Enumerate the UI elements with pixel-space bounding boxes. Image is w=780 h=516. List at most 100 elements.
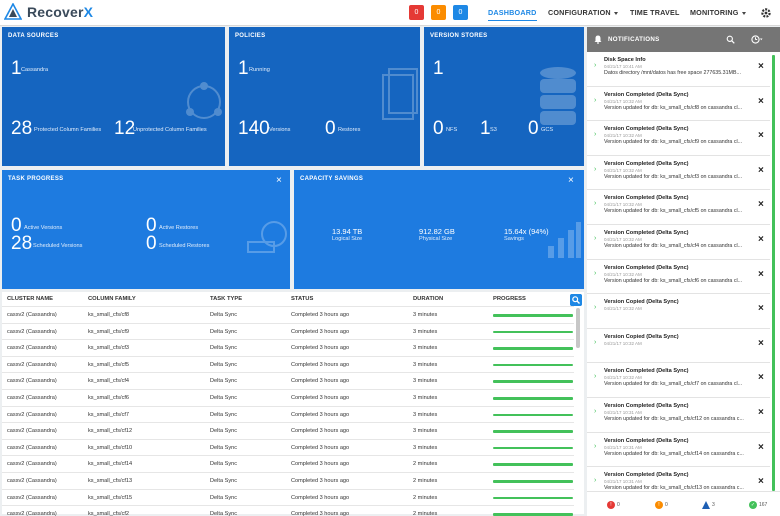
table-scrollbar[interactable] <box>576 308 580 348</box>
card-data-sources[interactable]: DATA SOURCES 1 Cassandra 28 Protected Co… <box>2 27 225 166</box>
notification-item[interactable]: › Disk Space Info 04/21/17 10:41 AM Datos d… <box>587 52 770 87</box>
table-row[interactable]: cassv2 (Cassandra) ks_small_cfs/cf7 Delta … <box>2 405 574 423</box>
table-row[interactable]: cassv2 (Cassandra) ks_small_cfs/cf12 Delta… <box>2 422 574 439</box>
close-icon[interactable]: × <box>276 175 282 186</box>
notification-item[interactable]: › Version Completed (Delta Sync) 04/21/17 … <box>587 398 770 433</box>
table-row[interactable]: cassv2 (Cassandra) ks_small_cfs/cf9 Delta … <box>2 322 574 340</box>
notification-title: Version Copied (Delta Sync) <box>604 299 679 306</box>
close-icon[interactable]: × <box>758 234 764 245</box>
table-row[interactable]: cassv2 (Cassandra) ks_small_cfs/cf4 Delta … <box>2 372 574 389</box>
search-icon[interactable] <box>570 294 582 306</box>
notification-item[interactable]: › Version Completed (Delta Sync) 04/21/17 … <box>587 86 770 122</box>
task-table: CLUSTER NAME COLUMN FAMILY TASK TYPE STA… <box>2 292 584 516</box>
card-version-stores[interactable]: VERSION STORES 1 0 NFS 1 S3 0 GCS <box>424 27 584 166</box>
column-header-column-family[interactable]: COLUMN FAMILY <box>88 296 136 302</box>
bar-chart-icon <box>548 222 581 258</box>
table-row[interactable]: cassv2 (Cassandra) ks_small_cfs/cf5 Delta … <box>2 355 574 373</box>
cell-column-family: ks_small_cfs/cf10 <box>88 444 133 451</box>
column-header-cluster[interactable]: CLUSTER NAME <box>7 296 54 302</box>
notification-item[interactable]: › Version Completed (Delta Sync) 04/21/17 … <box>587 363 770 398</box>
notifications-scrollbar[interactable] <box>772 55 775 491</box>
chevron-right-icon[interactable]: › <box>594 96 597 104</box>
clock-filter-icon[interactable] <box>751 35 763 44</box>
chevron-right-icon[interactable]: › <box>594 477 597 485</box>
footer-success-count[interactable]: ✓ 167 <box>749 501 768 509</box>
notification-title: Version Completed (Delta Sync) <box>604 264 689 271</box>
close-icon[interactable]: × <box>758 199 764 211</box>
nav-monitoring[interactable]: MONITORING <box>690 0 746 26</box>
alert-badge-orange[interactable]: 0 <box>431 5 446 20</box>
savings-value: 15.64x (94%) <box>504 227 549 236</box>
footer-info-count[interactable]: 3 <box>702 501 715 509</box>
cell-status: Completed 3 hours ago <box>291 345 350 352</box>
close-icon[interactable]: × <box>758 164 764 176</box>
card-policies[interactable]: POLICIES 1 Running 140 Versions 0 Restor… <box>229 27 420 166</box>
nav-dashboard[interactable]: DASHBOARD <box>488 0 537 26</box>
notification-item[interactable]: › Version Completed (Delta Sync) 04/21/17 … <box>587 225 770 260</box>
close-icon[interactable]: × <box>758 61 764 72</box>
chevron-right-icon[interactable]: › <box>594 235 597 242</box>
table-row[interactable]: cassv2 (Cassandra) ks_small_cfs/cf15 Delta… <box>2 488 574 506</box>
close-icon[interactable]: × <box>758 441 764 453</box>
cell-task-type: Delta Sync <box>210 328 238 335</box>
footer-warning-count[interactable]: ! 0 <box>655 501 668 509</box>
close-icon[interactable]: × <box>758 337 764 349</box>
logo[interactable]: RecoverX <box>4 3 93 21</box>
alert-badge-red[interactable]: 0 <box>409 5 424 20</box>
chevron-right-icon[interactable]: › <box>594 442 597 450</box>
column-header-task-type[interactable]: TASK TYPE <box>210 296 243 302</box>
chevron-right-icon[interactable]: › <box>594 338 597 346</box>
notification-item[interactable]: › Version Completed (Delta Sync) 04/21/17 … <box>587 155 770 191</box>
chevron-right-icon[interactable]: › <box>594 408 597 415</box>
close-icon[interactable]: × <box>758 407 764 418</box>
chevron-right-icon[interactable]: › <box>594 131 597 139</box>
close-icon[interactable]: × <box>758 95 764 107</box>
column-header-progress[interactable]: PROGRESS <box>493 296 526 302</box>
chevron-right-icon[interactable]: › <box>594 165 597 173</box>
table-row[interactable]: cassv2 (Cassandra) ks_small_cfs/cf13 Delta… <box>2 472 574 489</box>
table-row[interactable]: cassv2 (Cassandra) ks_small_cfs/cf14 Delta… <box>2 455 574 472</box>
notification-item[interactable]: › Version Copied (Delta Sync) 04/21/17 10:… <box>587 294 770 329</box>
footer-error-count[interactable]: ! 0 <box>607 501 620 509</box>
card-capacity-savings[interactable]: CAPACITY SAVINGS × 13.94 TB Logical Size… <box>294 170 584 289</box>
close-icon[interactable]: × <box>758 372 764 384</box>
card-task-progress[interactable]: TASK PROGRESS × 0 Active Versions 0 Acti… <box>2 170 290 289</box>
notification-time: 04/21/17 10:32 AM <box>604 340 642 346</box>
column-header-duration[interactable]: DURATION <box>413 296 444 302</box>
gear-icon[interactable] <box>760 7 772 19</box>
table-row[interactable]: cassv2 (Cassandra) ks_small_cfs/cf10 Delta… <box>2 438 574 456</box>
search-icon[interactable] <box>726 35 735 44</box>
notification-title: Version Completed (Delta Sync) <box>604 472 689 479</box>
close-icon[interactable]: × <box>758 130 764 142</box>
close-icon[interactable]: × <box>758 476 764 488</box>
table-row[interactable]: cassv2 (Cassandra) ks_small_cfs/cf8 Delta … <box>2 306 574 323</box>
notification-item[interactable]: › Version Completed (Delta Sync) 04/21/17 … <box>587 190 770 225</box>
cell-duration: 2 minutes <box>413 494 438 501</box>
close-icon[interactable]: × <box>758 303 764 315</box>
chevron-right-icon[interactable]: › <box>594 304 597 312</box>
chevron-right-icon[interactable]: › <box>594 200 597 208</box>
notification-time: 04/21/17 10:32 AM <box>604 306 642 312</box>
s3-label: S3 <box>490 127 497 133</box>
alert-badge-blue[interactable]: 0 <box>453 5 468 20</box>
table-row[interactable]: cassv2 (Cassandra) ks_small_cfs/cf3 Delta … <box>2 339 574 356</box>
column-header-status[interactable]: STATUS <box>291 296 314 302</box>
nav-configuration[interactable]: CONFIGURATION <box>548 0 618 26</box>
table-row[interactable]: cassv2 (Cassandra) ks_small_cfs/cf2 Delta … <box>2 505 574 516</box>
close-icon[interactable]: × <box>568 175 574 186</box>
close-icon[interactable]: × <box>758 268 764 280</box>
notification-message: Version updated for db: ks_small_cfs/cf1… <box>604 416 744 422</box>
cell-column-family: ks_small_cfs/cf9 <box>88 328 130 335</box>
chevron-right-icon[interactable]: › <box>594 373 597 381</box>
table-row[interactable]: cassv2 (Cassandra) ks_small_cfs/cf6 Delta … <box>2 389 574 406</box>
nav-time-travel[interactable]: TIME TRAVEL <box>630 8 680 17</box>
cell-cluster: cassv2 (Cassandra) <box>7 478 57 484</box>
notification-item[interactable]: › Version Completed (Delta Sync) 04/21/17 … <box>587 259 770 295</box>
notification-item[interactable]: › Version Copied (Delta Sync) 04/21/17 10:… <box>587 328 770 364</box>
notification-item[interactable]: › Version Completed (Delta Sync) 04/21/17 … <box>587 121 770 156</box>
chevron-right-icon[interactable]: › <box>594 269 597 277</box>
chevron-right-icon[interactable]: › <box>594 62 597 69</box>
notification-item[interactable]: › Version Completed (Delta Sync) 04/21/17 … <box>587 432 770 468</box>
cell-duration: 3 minutes <box>413 444 438 451</box>
notification-item[interactable]: › Version Completed (Delta Sync) 04/21/17 … <box>587 467 770 490</box>
